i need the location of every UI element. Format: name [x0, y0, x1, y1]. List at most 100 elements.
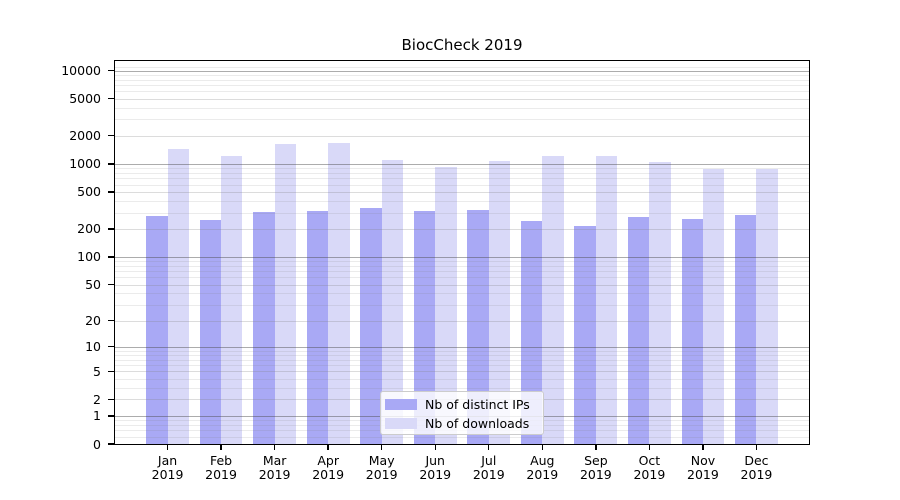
bar-ips-aug: [520, 220, 543, 445]
gridline: [114, 79, 810, 81]
y-tick-label-200: 200: [77, 221, 101, 237]
gridline: [114, 119, 810, 121]
legend-label-distinct-ips: Nb of distinct IPs: [425, 397, 530, 412]
bar-ips-may: [360, 208, 382, 445]
x-tick-year: 2019: [472, 467, 505, 482]
y-tick-label-500: 500: [77, 184, 101, 200]
y-tick: [107, 256, 114, 258]
x-tick-month: Jun: [425, 453, 445, 468]
y-tick: [107, 443, 114, 445]
x-tick: [648, 445, 651, 450]
chart-title: BiocCheck 2019: [401, 36, 523, 54]
x-tick-year: 2019: [419, 467, 452, 482]
gridline: [114, 84, 810, 86]
legend-label-downloads: Nb of downloads: [425, 416, 530, 431]
x-tick: [541, 445, 543, 450]
x-tick: [327, 445, 329, 450]
y-tick-label-5000: 5000: [69, 91, 101, 107]
x-tick-month: Mar: [262, 453, 287, 468]
x-tick-month: Dec: [744, 453, 769, 468]
gridline: [114, 135, 810, 137]
bar-downloads-nov: [702, 168, 725, 445]
y-tick: [107, 69, 114, 72]
x-tick-year: 2019: [740, 467, 773, 482]
y-tick-label-10: 10: [85, 339, 101, 355]
bar-downloads-mar: [274, 143, 296, 445]
bar-ips-jul: [467, 209, 489, 445]
x-tick-year: 2019: [633, 467, 666, 482]
gridline: [114, 70, 810, 72]
gridline: [114, 91, 810, 93]
bar-ips-dec: [735, 214, 757, 445]
y-tick: [107, 228, 114, 230]
y-tick: [107, 191, 114, 193]
x-tick: [273, 445, 276, 450]
bar-downloads-sep: [595, 156, 618, 445]
x-tick-label-jan: Jan 2019: [136, 454, 200, 482]
x-tick: [702, 445, 704, 450]
x-tick-month: Sep: [584, 453, 608, 468]
bar-downloads-jul: [488, 160, 511, 445]
x-tick-label-dec: Dec 2019: [724, 454, 788, 482]
x-tick-month: Jan: [157, 453, 178, 468]
y-tick-label-1: 1: [93, 408, 101, 424]
x-tick-year: 2019: [579, 467, 612, 482]
x-tick-label-mar: Mar 2019: [243, 454, 307, 482]
x-tick: [488, 445, 490, 450]
y-tick: [107, 415, 114, 417]
legend: Nb of distinct IPs Nb of downloads: [380, 391, 544, 435]
x-tick-year: 2019: [151, 467, 184, 482]
bar-downloads-apr: [328, 143, 350, 445]
x-tick-month: Apr: [317, 453, 339, 468]
x-tick-month: Nov: [690, 453, 716, 468]
x-tick-month: Oct: [638, 453, 661, 468]
y-tick-label-20: 20: [85, 313, 101, 329]
x-tick-label-nov: Nov 2019: [671, 454, 735, 482]
x-tick-year: 2019: [258, 467, 291, 482]
bar-ips-oct: [627, 216, 650, 445]
x-tick: [220, 445, 222, 450]
x-tick-year: 2019: [312, 467, 345, 482]
bar-ips-nov: [681, 219, 703, 445]
legend-swatch-distinct-ips: [385, 399, 417, 410]
bar-downloads-oct: [649, 162, 671, 445]
x-tick-label-jun: Jun 2019: [403, 454, 467, 482]
x-tick-label-feb: Feb 2019: [189, 454, 253, 482]
legend-item-ips: Nb of distinct IPs: [381, 395, 543, 414]
y-tick: [107, 135, 114, 137]
x-tick: [755, 445, 758, 450]
plot-area: Nb of distinct IPs Nb of downloads: [114, 60, 810, 445]
y-tick-label-2000: 2000: [69, 128, 101, 144]
x-tick-label-oct: Oct 2019: [617, 454, 681, 482]
x-tick: [380, 445, 383, 450]
legend-item-downloads: Nb of downloads: [381, 414, 543, 433]
y-tick: [107, 398, 114, 401]
legend-swatch-downloads: [385, 418, 417, 429]
y-tick-label-50: 50: [85, 277, 101, 293]
x-tick-month: Jul: [481, 453, 497, 468]
y-tick-label-5: 5: [93, 363, 101, 379]
gridline: [114, 107, 810, 109]
x-tick-month: May: [368, 453, 395, 468]
x-tick: [595, 445, 597, 450]
bar-downloads-dec: [756, 169, 778, 445]
bar-ips-feb: [199, 219, 222, 445]
x-tick: [434, 445, 436, 450]
bar-downloads-jun: [435, 167, 457, 445]
x-tick-label-apr: Apr 2019: [296, 454, 360, 482]
gridline: [114, 163, 810, 166]
y-tick-label-1000: 1000: [69, 156, 101, 172]
bar-ips-jun: [413, 210, 436, 445]
x-tick-year: 2019: [526, 467, 559, 482]
y-tick-label-100: 100: [77, 249, 101, 265]
y-tick: [107, 346, 114, 348]
y-tick: [107, 97, 114, 100]
bar-downloads-feb: [221, 156, 243, 445]
gridline: [114, 74, 810, 76]
x-tick: [166, 445, 169, 450]
x-tick-month: Aug: [530, 453, 555, 468]
y-tick: [107, 163, 114, 165]
x-tick-year: 2019: [687, 467, 719, 482]
x-tick-month: Feb: [209, 453, 233, 468]
